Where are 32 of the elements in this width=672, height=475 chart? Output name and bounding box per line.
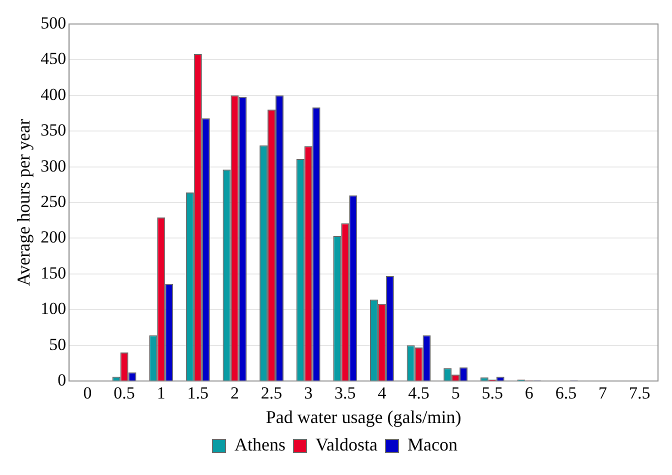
x-tick-label: 0	[83, 384, 92, 403]
y-tick-label: 200	[40, 228, 66, 247]
x-tick-label: 1.5	[187, 384, 209, 403]
y-axis-title: Average hours per year	[14, 118, 34, 286]
y-tick-label: 0	[58, 370, 66, 390]
x-tick-label: 4	[378, 384, 387, 403]
x-tick-label: 2.5	[260, 384, 282, 403]
y-tick-label: 150	[40, 263, 66, 282]
x-tick-label: 4.5	[408, 384, 430, 403]
x-tick-label: 2	[230, 384, 239, 403]
x-tick-label: 5	[451, 384, 460, 403]
legend-label: Macon	[408, 434, 458, 455]
y-tick-label: 500	[40, 13, 66, 32]
x-tick-label: 3.5	[334, 384, 356, 403]
y-tick-label: 50	[49, 334, 66, 354]
y-tick-label: 100	[40, 299, 66, 318]
x-tick-label: 1	[156, 384, 166, 403]
x-tick-label: 5.5	[482, 384, 503, 403]
y-tick-label: 250	[40, 192, 66, 211]
x-tick-label: 7.5	[628, 384, 650, 403]
y-tick-label: 400	[40, 84, 66, 104]
legend-label: Valdosta	[316, 434, 378, 455]
x-tick-label: 7	[598, 384, 608, 403]
x-tick-label: 6.5	[555, 384, 577, 403]
y-tick-label: 300	[40, 156, 66, 176]
x-tick-label: 6	[524, 384, 534, 403]
legend-label: Athens	[234, 434, 286, 455]
y-tick-label: 450	[40, 49, 66, 68]
x-tick-label: 3	[304, 384, 313, 403]
x-tick-label: 0.5	[114, 384, 135, 403]
x-axis-title: Pad water usage (gals/min)	[266, 406, 462, 427]
y-tick-label: 350	[40, 120, 66, 140]
